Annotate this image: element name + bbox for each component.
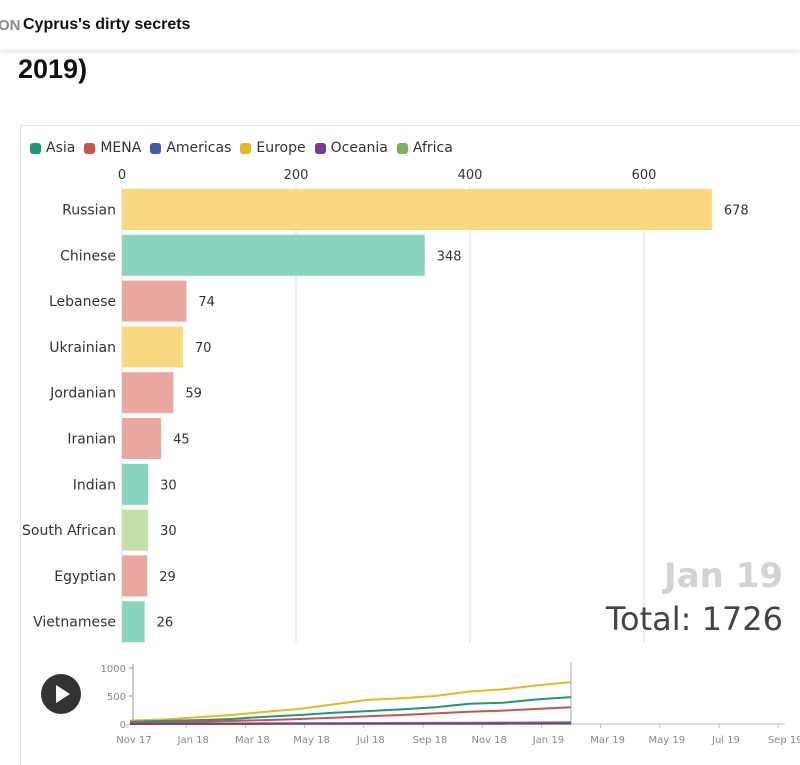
timeline-x-label-10: Jul 19 <box>711 735 740 746</box>
timeline-x-label-5: Sep 18 <box>413 735 448 746</box>
timeline-x-label-0: Nov 17 <box>116 735 151 746</box>
play-button[interactable] <box>41 674 81 714</box>
timeline-series-europe <box>130 682 571 721</box>
story-title[interactable]: Cyprus's dirty secrets <box>23 16 190 34</box>
timeline-x-label-8: Mar 19 <box>590 735 625 746</box>
headline-line2: 2019) <box>18 54 87 85</box>
timeline-y-label-0: 0 <box>120 720 126 731</box>
timeline-x-label-6: Nov 18 <box>471 735 506 746</box>
top-bar: ON Cyprus's dirty secrets <box>0 0 800 50</box>
timeline-x-label-4: Jul 18 <box>356 735 385 746</box>
timeline-x-label-1: Jan 18 <box>177 735 209 746</box>
timeline-y-label-1000: 1000 <box>101 664 126 675</box>
timeline-x-label-2: Mar 18 <box>235 735 270 746</box>
brand-fragment: ON <box>0 17 21 34</box>
play-icon <box>56 685 70 703</box>
timeline-x-label-3: May 18 <box>293 735 330 746</box>
timeline-y-label-500: 500 <box>107 692 126 703</box>
timeline-x-label-7: Jan 19 <box>532 735 564 746</box>
timeline-x-label-9: May 19 <box>649 735 686 746</box>
timeline-x-label-11: Sep 19 <box>768 735 800 746</box>
